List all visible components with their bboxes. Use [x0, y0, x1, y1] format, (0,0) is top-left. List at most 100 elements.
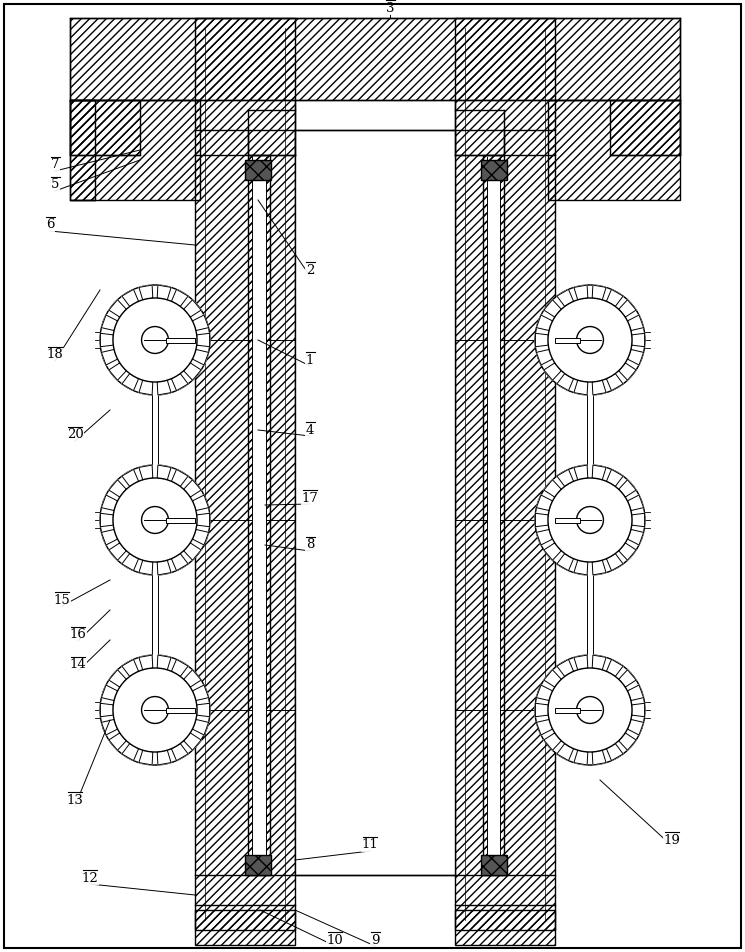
Circle shape — [535, 655, 645, 765]
Bar — [195, 910, 295, 945]
Polygon shape — [536, 349, 553, 365]
Polygon shape — [109, 300, 127, 317]
Polygon shape — [632, 513, 644, 526]
Circle shape — [142, 506, 168, 533]
Text: 18: 18 — [47, 348, 63, 362]
Text: 9: 9 — [371, 934, 379, 946]
Polygon shape — [197, 513, 209, 526]
Bar — [245, 855, 271, 875]
Text: 12: 12 — [82, 871, 98, 884]
Polygon shape — [618, 480, 636, 497]
Text: 8: 8 — [305, 539, 314, 551]
Circle shape — [100, 465, 210, 575]
Polygon shape — [627, 685, 644, 701]
Polygon shape — [122, 373, 139, 390]
Polygon shape — [536, 529, 553, 545]
Text: 19: 19 — [664, 834, 680, 846]
Polygon shape — [618, 670, 636, 687]
Polygon shape — [171, 660, 188, 677]
Text: 20: 20 — [66, 428, 83, 442]
Polygon shape — [192, 315, 209, 330]
Circle shape — [100, 655, 210, 765]
Bar — [555, 673, 570, 747]
Bar — [248, 155, 270, 875]
Polygon shape — [544, 670, 561, 687]
Polygon shape — [606, 469, 623, 486]
Polygon shape — [574, 560, 588, 575]
Circle shape — [113, 478, 197, 562]
Polygon shape — [157, 655, 171, 670]
Polygon shape — [109, 480, 127, 497]
Bar — [252, 160, 266, 870]
Circle shape — [142, 327, 168, 353]
Text: 1: 1 — [305, 353, 314, 367]
Polygon shape — [627, 315, 644, 330]
Polygon shape — [627, 349, 644, 365]
Text: 6: 6 — [45, 219, 54, 231]
Polygon shape — [544, 363, 561, 380]
Bar — [587, 329, 593, 721]
Polygon shape — [101, 720, 118, 735]
Polygon shape — [557, 289, 574, 307]
Polygon shape — [627, 720, 644, 735]
Polygon shape — [606, 744, 623, 761]
Polygon shape — [544, 480, 561, 497]
Polygon shape — [618, 733, 636, 750]
Polygon shape — [122, 469, 139, 486]
Text: 7: 7 — [51, 158, 60, 171]
Bar — [555, 338, 580, 343]
Bar — [180, 673, 195, 747]
Bar — [152, 329, 158, 721]
Bar — [455, 18, 555, 930]
Polygon shape — [606, 660, 623, 677]
Text: 4: 4 — [305, 424, 314, 437]
Polygon shape — [139, 466, 153, 480]
Polygon shape — [101, 495, 118, 510]
Polygon shape — [557, 373, 574, 390]
Bar — [483, 155, 504, 875]
Polygon shape — [139, 750, 153, 764]
Circle shape — [577, 506, 603, 533]
Text: 15: 15 — [54, 593, 70, 606]
Text: 3: 3 — [386, 2, 394, 14]
Polygon shape — [171, 289, 188, 307]
Bar — [555, 707, 580, 712]
Polygon shape — [592, 750, 606, 764]
Polygon shape — [109, 543, 127, 560]
Polygon shape — [606, 373, 623, 390]
Bar — [165, 707, 195, 712]
Polygon shape — [192, 495, 209, 510]
Polygon shape — [574, 466, 588, 480]
Polygon shape — [139, 560, 153, 575]
Polygon shape — [192, 529, 209, 545]
Polygon shape — [139, 285, 153, 300]
Polygon shape — [632, 333, 644, 347]
Polygon shape — [101, 529, 118, 545]
Bar — [70, 100, 95, 200]
Bar — [165, 338, 195, 343]
Polygon shape — [544, 300, 561, 317]
Bar — [195, 18, 295, 930]
Polygon shape — [606, 553, 623, 570]
Polygon shape — [574, 380, 588, 395]
Bar — [555, 518, 580, 523]
Polygon shape — [592, 380, 606, 395]
Text: 5: 5 — [51, 179, 59, 191]
Circle shape — [113, 668, 197, 752]
Polygon shape — [184, 300, 201, 317]
Text: 17: 17 — [302, 491, 318, 505]
Text: 2: 2 — [305, 264, 314, 276]
Bar — [295, 130, 455, 875]
Polygon shape — [171, 553, 188, 570]
Polygon shape — [101, 333, 113, 347]
Bar — [548, 100, 680, 200]
Polygon shape — [544, 543, 561, 560]
Polygon shape — [184, 543, 201, 560]
Polygon shape — [606, 289, 623, 307]
Polygon shape — [101, 685, 118, 701]
Text: 10: 10 — [326, 934, 343, 946]
Polygon shape — [627, 529, 644, 545]
Polygon shape — [184, 480, 201, 497]
Circle shape — [113, 298, 197, 382]
Polygon shape — [557, 469, 574, 486]
